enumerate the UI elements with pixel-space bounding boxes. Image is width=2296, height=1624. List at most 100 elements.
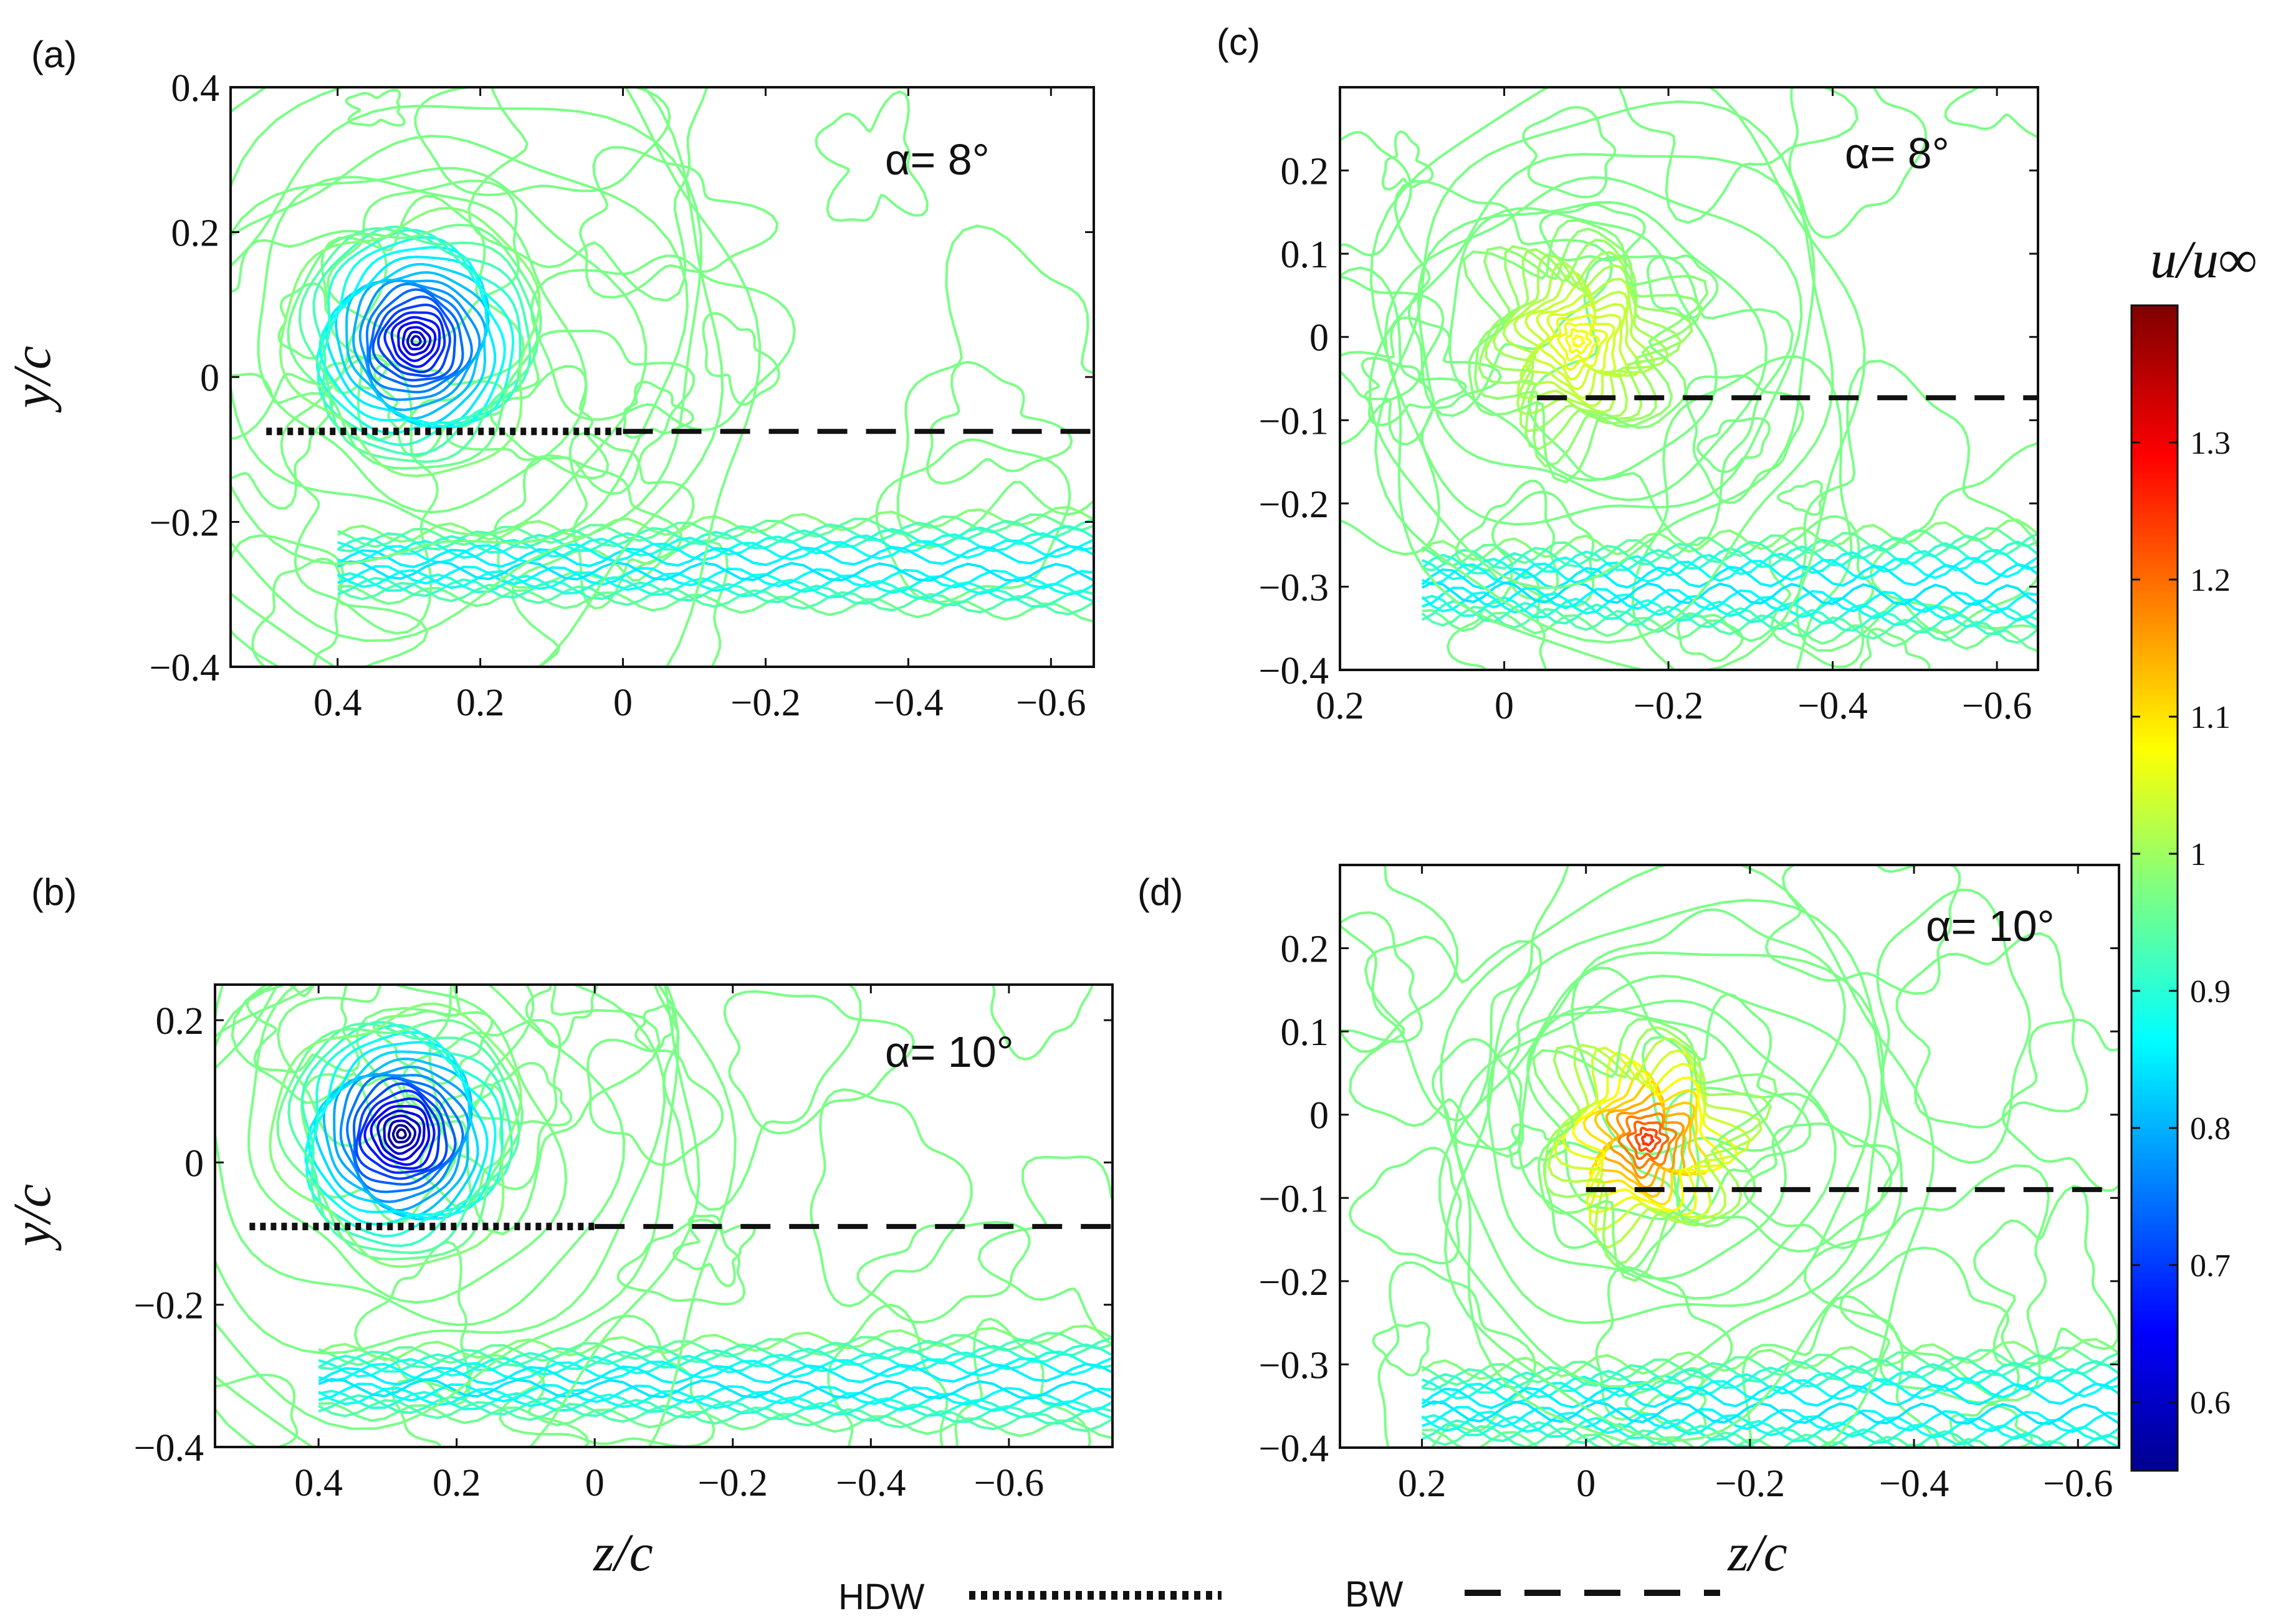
wake-contour xyxy=(1421,591,2038,622)
legend-label-bw: BW xyxy=(1345,1574,1404,1615)
vortex-contour xyxy=(1557,322,1600,362)
contour-field-a xyxy=(231,87,1094,667)
vortex-contour xyxy=(1502,261,1655,414)
legend-label-hdw: HDW xyxy=(838,1577,925,1617)
y-tick-label: 0.1 xyxy=(1281,1011,1329,1054)
background-contour xyxy=(1372,1321,1431,1377)
background-contour xyxy=(1895,932,2089,1129)
vortex-contour xyxy=(1485,247,1682,432)
y-tick-label: −0.3 xyxy=(1259,1344,1329,1387)
background-contour xyxy=(499,1314,715,1447)
background-contour xyxy=(990,985,1094,1061)
x-tick-label: −0.6 xyxy=(1962,685,2032,727)
background-contour xyxy=(525,985,600,1048)
wake-contour xyxy=(1421,581,2038,606)
wake-contour xyxy=(1421,1375,2119,1405)
background-contour xyxy=(1646,254,1719,320)
wake-contour xyxy=(1421,1410,2119,1441)
vortex-contour xyxy=(335,262,490,426)
spiral-contour xyxy=(257,176,588,514)
vortex-contour xyxy=(387,1119,417,1149)
wake-contour xyxy=(318,1362,1112,1386)
ticks-c: 0.2 0 −0.2 −0.4 −0.6 0.2 0.1 0 −0.1 −0.2 −0.3 −0.4 xyxy=(1259,87,2038,727)
background-contour xyxy=(1869,441,2038,630)
colorbar-tick-label: 0.8 xyxy=(2190,1111,2231,1147)
vortex-contour xyxy=(353,1077,457,1186)
vortex-contour xyxy=(368,288,464,388)
spiral-contour xyxy=(231,135,689,565)
wake-contour xyxy=(1421,563,2038,590)
vortex-contour xyxy=(333,1065,473,1212)
background-contour xyxy=(568,431,695,610)
background-contour xyxy=(1677,614,1744,662)
spiral-contour xyxy=(1518,1005,1787,1281)
background-contour xyxy=(810,1088,973,1307)
vortex-contour xyxy=(376,303,451,378)
wake-contour xyxy=(337,525,1094,555)
background-contour xyxy=(616,1218,746,1306)
legend: HDW BW xyxy=(838,1574,1720,1617)
x-tick-label: 0.4 xyxy=(313,682,362,724)
x-tick-label: −0.4 xyxy=(1797,685,1867,727)
background-contour xyxy=(467,87,709,302)
y-tick-label: 0 xyxy=(1309,1095,1329,1137)
vortex-contour xyxy=(1565,328,1592,355)
y-tick-label: 0 xyxy=(1309,317,1329,360)
colorbar: u/u∞ 0.6 0.7 0.8 0.9 1 1.1 1.2 1.3 xyxy=(2130,229,2257,1472)
vortex-contour xyxy=(1582,1069,1711,1206)
vortex-contour xyxy=(345,271,490,420)
spiral-contour xyxy=(1448,207,1718,482)
y-tick-label: −0.4 xyxy=(1259,650,1329,692)
colorbar-tick-label: 0.6 xyxy=(2190,1385,2231,1421)
wake-contour xyxy=(318,1387,1112,1413)
vortex-contour xyxy=(370,1105,431,1166)
alpha-annotation-a: α= 8° xyxy=(885,135,990,184)
vortex-contour xyxy=(1554,1046,1751,1231)
panel-label-a: (a) xyxy=(31,34,77,75)
spiral-contour xyxy=(1486,999,1837,1300)
background-contour xyxy=(1776,480,1824,516)
y-axis-title-a: y/c xyxy=(2,346,62,413)
vortex-contour xyxy=(1478,238,1693,451)
wake-contour xyxy=(1421,599,2038,636)
background-contour xyxy=(280,353,439,635)
x-tick-label: 0.2 xyxy=(1398,1463,1447,1505)
colorbar-tick-label: 0.7 xyxy=(2190,1248,2231,1284)
y-tick-label: −0.2 xyxy=(150,502,219,545)
panel-label-b: (b) xyxy=(31,871,77,913)
spiral-contour xyxy=(1369,153,1815,590)
y-tick-label: 0 xyxy=(200,357,219,399)
wake-contour xyxy=(318,1332,1112,1366)
x-tick-label: 0 xyxy=(1576,1463,1595,1505)
x-tick-label: 0.2 xyxy=(456,682,505,724)
y-tick-label: −0.2 xyxy=(134,1285,204,1327)
vortex-contour xyxy=(1634,1127,1662,1153)
spiral-contour xyxy=(1439,865,1935,1448)
wake-contour xyxy=(337,505,1094,543)
colorbar-tick-label: 1.1 xyxy=(2190,700,2231,735)
wake-contour xyxy=(318,1402,1112,1440)
vortex-contour xyxy=(1531,1017,1778,1282)
background-contour xyxy=(401,1019,562,1191)
x-tick-label: −0.6 xyxy=(974,1462,1044,1504)
spiral-contour xyxy=(1443,899,1903,1443)
vortex-contour xyxy=(1473,227,1703,468)
vortex-contour xyxy=(298,227,539,464)
vortex-contour xyxy=(365,282,474,394)
background-contour xyxy=(1685,374,1804,504)
colorbar-ticks: 0.6 0.7 0.8 0.9 1 1.1 1.2 1.3 xyxy=(2131,426,2231,1421)
wake-contour xyxy=(1421,518,2038,561)
vortex-contour xyxy=(401,326,432,356)
colorbar-tick-label: 1 xyxy=(2190,837,2206,872)
vortex-contour xyxy=(276,1018,524,1261)
vortex-contour xyxy=(390,316,441,368)
wake-contour xyxy=(337,560,1094,583)
wake-contour xyxy=(318,1382,1112,1407)
x-tick-label: −0.2 xyxy=(1634,685,1703,727)
wake-contour xyxy=(1421,1400,2119,1425)
vortex-contour xyxy=(346,1073,464,1193)
background-contour xyxy=(1571,908,1847,1156)
vortex-contour xyxy=(312,225,532,456)
y-tick-label: −0.1 xyxy=(1259,1178,1329,1220)
vortex-contour xyxy=(1626,1120,1670,1160)
